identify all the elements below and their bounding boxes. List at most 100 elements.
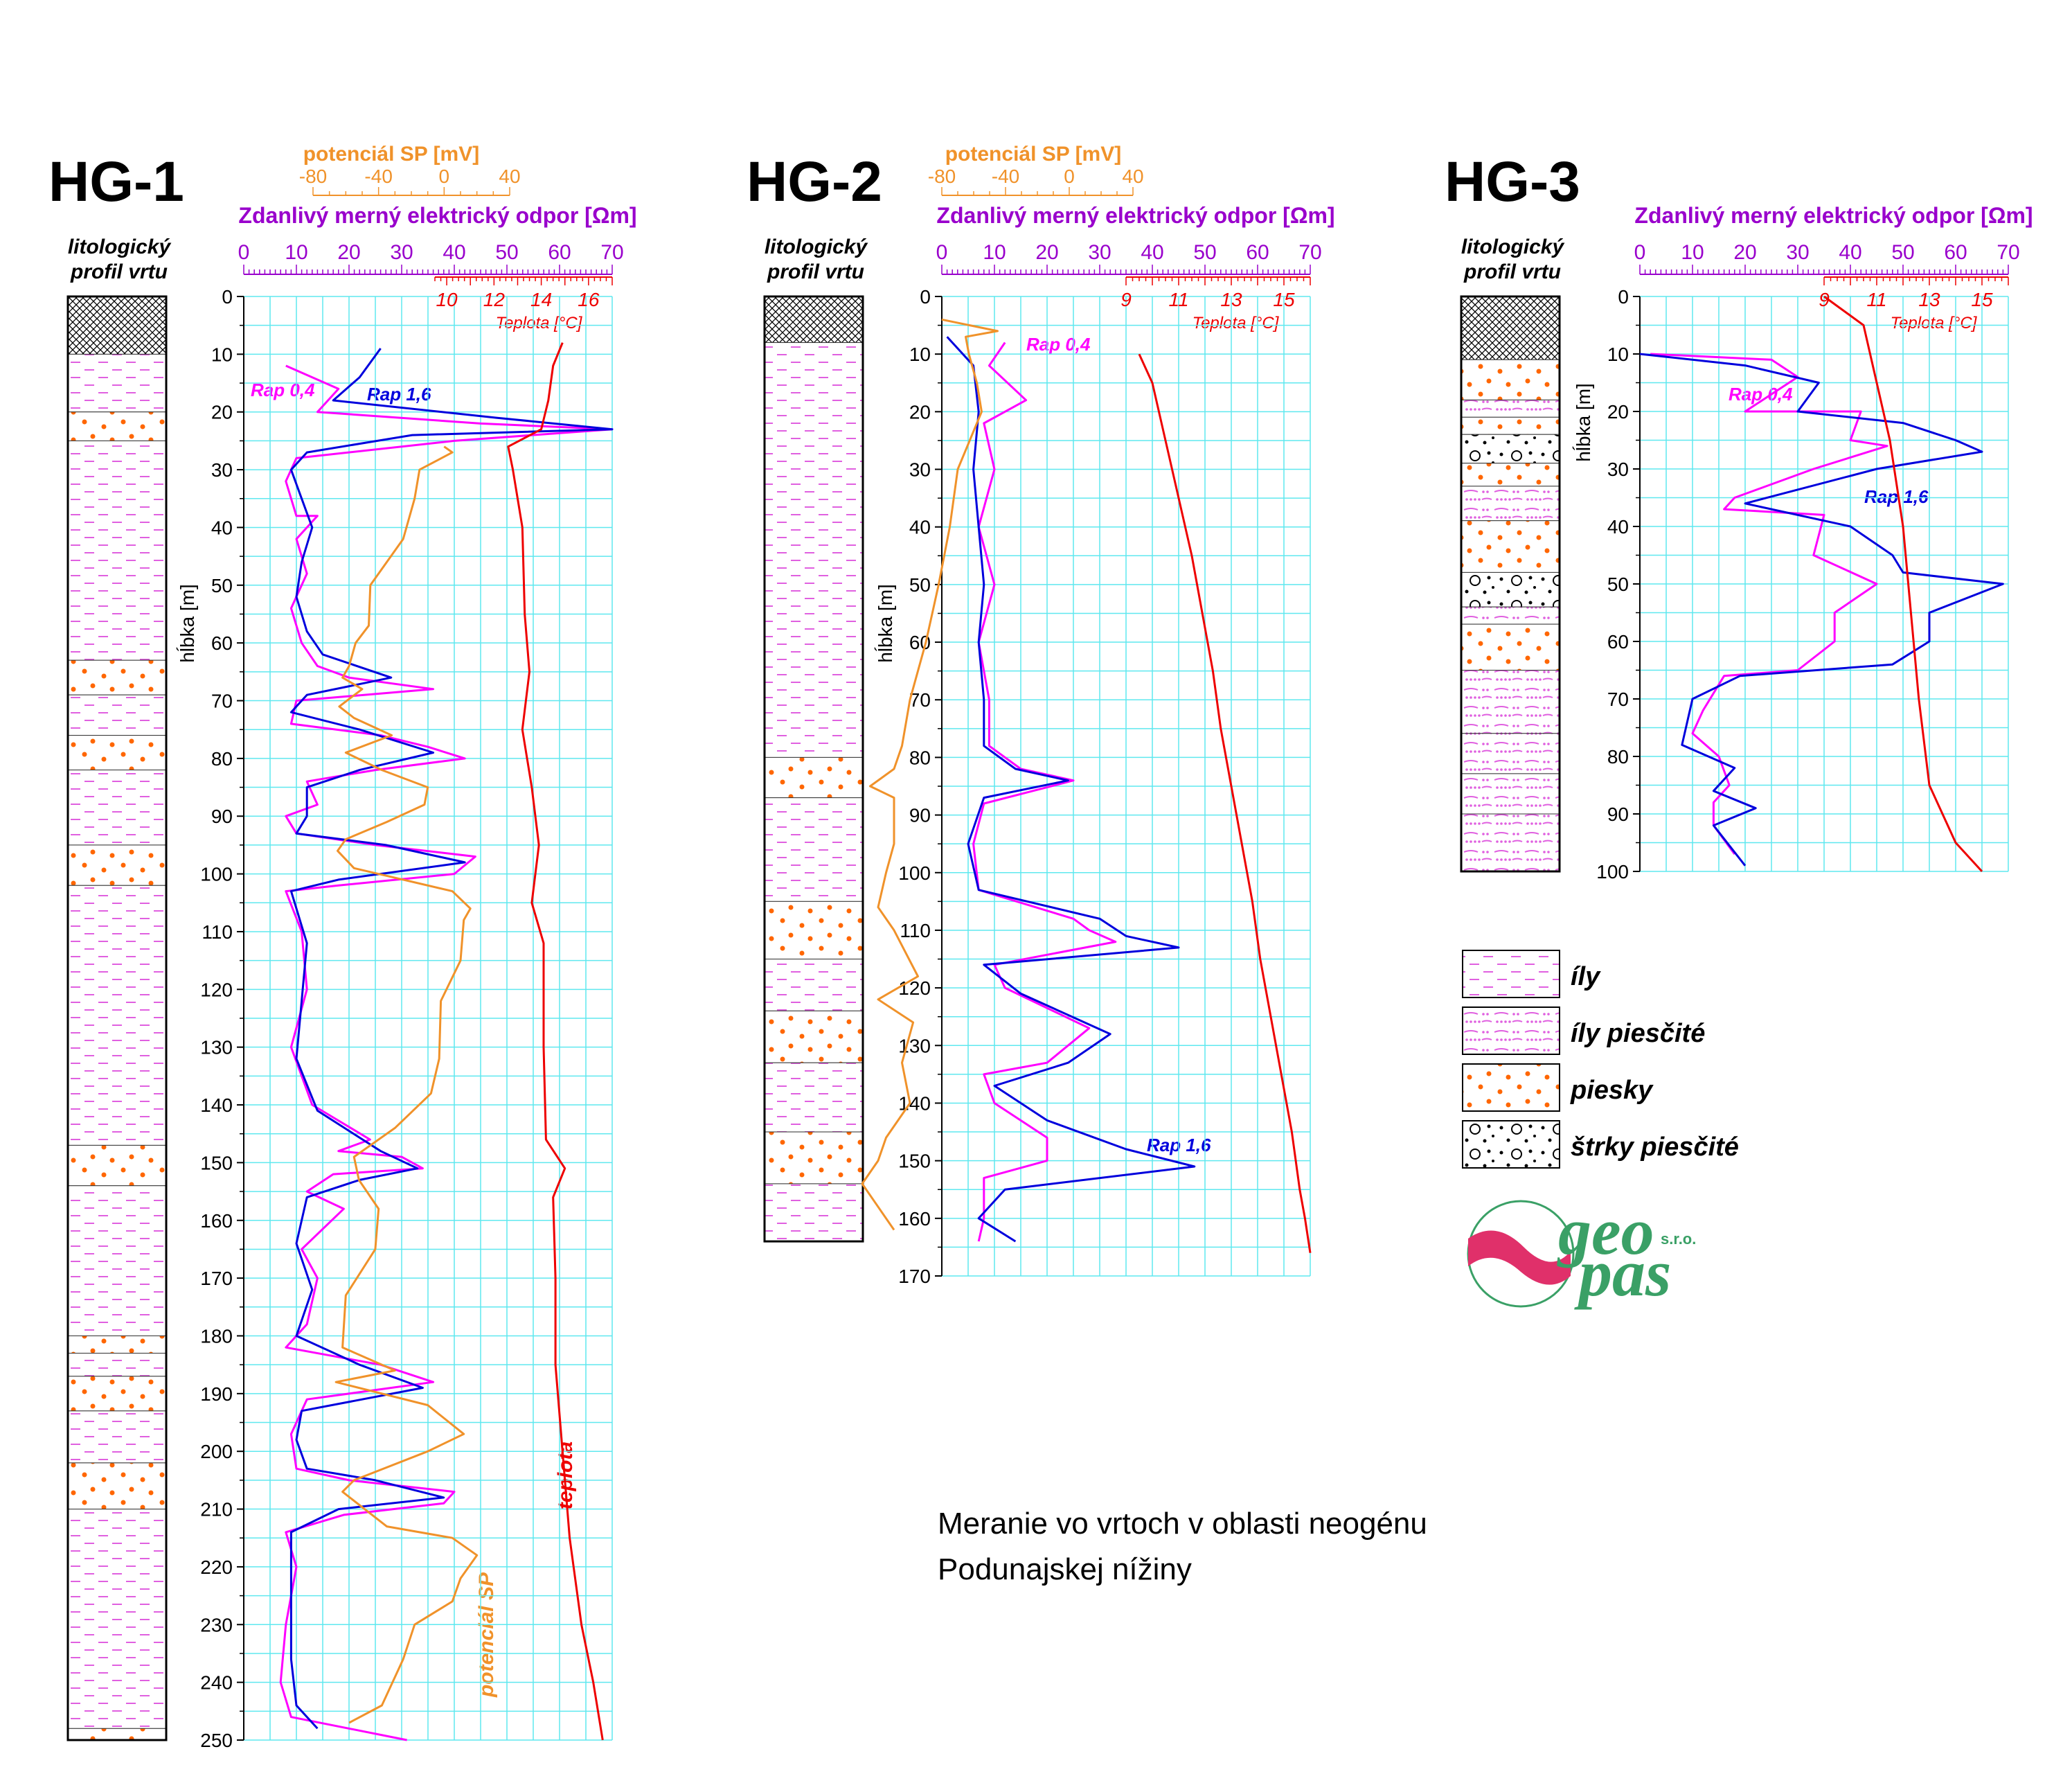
legend-label-clay: íly <box>1571 962 1601 991</box>
depth-tick-label: 140 <box>200 1094 233 1116</box>
rap04-curve <box>1650 353 1888 855</box>
rap04-label-hg2: Rap 0,4 <box>1026 334 1091 355</box>
lithology-layer-sandy_clay <box>1461 606 1560 625</box>
temp-tick-label: 16 <box>578 289 600 310</box>
lithology-layer-sandy_clay <box>1461 733 1560 774</box>
lithology-layer-sand <box>67 1462 167 1510</box>
lithology-layer-sand <box>1461 359 1560 400</box>
res-tick-label: 50 <box>1193 241 1216 264</box>
lithology-layer-sand <box>67 1728 167 1741</box>
depth-tick-label: 120 <box>200 979 233 1000</box>
lithology-layer-fill <box>1461 296 1560 360</box>
logo-text-sro: s.r.o. <box>1661 1230 1696 1248</box>
lithology-layer-sand <box>67 1144 167 1187</box>
res-tick-label: 50 <box>1891 241 1914 264</box>
res-axis-title-hg3: Zdanlivý merný elektrický odpor [Ωm] <box>1634 203 2033 228</box>
res-tick-label: 50 <box>495 241 518 264</box>
depth-tick-label: 100 <box>200 864 233 885</box>
depth-tick-label: 10 <box>1607 344 1629 365</box>
lithology-layer-clay <box>764 1062 864 1133</box>
lithology-layer-sand <box>764 1010 864 1063</box>
sp-tick-label: 40 <box>1122 166 1143 187</box>
rap16-curve <box>946 336 1196 1243</box>
depth-tick-label: 20 <box>211 402 233 423</box>
lithology-layer-clay <box>764 797 864 902</box>
well-title-hg1: HG-1 <box>48 150 184 213</box>
res-tick-label: 70 <box>600 241 623 264</box>
depth-tick-label: 70 <box>1607 689 1629 710</box>
lithology-layer-clay <box>764 1183 864 1242</box>
sp-tick-label: 40 <box>499 166 520 187</box>
depth-tick-label: 150 <box>200 1152 233 1173</box>
depth-tick-label: 150 <box>898 1151 931 1172</box>
lithology-layer-clay <box>67 1410 167 1464</box>
depth-tick-label: 100 <box>898 862 931 884</box>
depth-tick-label: 250 <box>200 1730 233 1751</box>
lithology-layer-sand <box>67 1376 167 1412</box>
depth-tick-label: 40 <box>909 517 931 538</box>
lithology-layer-sandy_clay <box>1461 813 1560 872</box>
depth-tick-label: 30 <box>909 459 931 481</box>
res-tick-label: 30 <box>390 241 413 264</box>
depth-tick-label: 20 <box>909 401 931 423</box>
depth-tick-label: 60 <box>1607 631 1629 653</box>
depth-tick-label: 30 <box>211 459 233 481</box>
chart-dynamic-layer: 0102030405060708090100110120130140150160… <box>66 166 2020 1751</box>
logo-swoosh <box>1468 1230 1571 1285</box>
depth-tick-label: 90 <box>1607 804 1629 825</box>
depth-tick-label: 170 <box>898 1266 931 1287</box>
temp-tick-label: 11 <box>1168 289 1188 310</box>
rap16-curve <box>1639 353 2004 867</box>
depth-tick-label: 100 <box>1596 861 1629 882</box>
depth-tick-label: 50 <box>1607 574 1629 595</box>
lithology-layer-sandy_clay <box>1461 670 1560 734</box>
lithology-layer-sandy_clay <box>1461 773 1560 815</box>
lithology-layer-clay <box>67 1352 167 1377</box>
lithology-layer-sand <box>764 1131 864 1185</box>
profile-label-hg3-line1: litologický <box>1461 236 1565 258</box>
sp-curve <box>334 445 479 1724</box>
depth-tick-label: 10 <box>909 344 931 365</box>
res-tick-label: 10 <box>285 241 307 264</box>
lithology-layer-sandy_clay <box>1461 486 1560 522</box>
lithology-column-frame <box>66 295 168 1741</box>
rap04-curve <box>279 364 614 1741</box>
temp-tick-label: 9 <box>1120 289 1132 310</box>
well-title-hg3: HG-3 <box>1445 150 1580 213</box>
legend-label-sandy-clay: íly piesčité <box>1571 1019 1705 1048</box>
well-panel-hg3: 0 10 20 30 40 50 60 70 80 90 100 0 10 20 30 40 50 60 70 9 11… <box>1460 241 2020 882</box>
temp-tick-label: 13 <box>1918 289 1940 310</box>
temp-tick-label: 15 <box>1273 289 1295 310</box>
legend-swatch-clay <box>1462 950 1560 998</box>
depth-tick-label: 10 <box>211 344 233 365</box>
res-tick-label: 30 <box>1088 241 1111 264</box>
lithology-layer-clay <box>764 342 864 758</box>
lithology-layer-clay <box>764 959 864 1011</box>
temp-tick-label: 11 <box>1866 289 1886 310</box>
depth-tick-label: 90 <box>211 806 233 827</box>
company-logo: geo pas s.r.o. <box>1467 1194 1696 1310</box>
lithology-layer-sand <box>1461 416 1560 435</box>
sp-tick-label: -80 <box>928 166 956 187</box>
depth-tick-label: 80 <box>211 748 233 770</box>
res-tick-label: 30 <box>1786 241 1809 264</box>
rap16-label-hg1: Rap 1,6 <box>367 384 431 405</box>
depth-tick-label: 130 <box>200 1037 233 1058</box>
lithology-layer-sand <box>1461 520 1560 573</box>
profile-label-hg2-line2: profil vrtu <box>767 260 864 283</box>
depth-tick-label: 80 <box>909 747 931 768</box>
res-tick-label: 70 <box>1298 241 1321 264</box>
res-tick-label: 40 <box>443 241 465 264</box>
temp-tick-label: 15 <box>1971 289 1993 310</box>
sp-curve <box>861 318 999 1231</box>
depth-tick-label: 110 <box>202 921 233 943</box>
depth-tick-label: 130 <box>898 1035 931 1056</box>
sp-curve-label-hg1: potenciál SP <box>475 1572 498 1698</box>
lithology-layer-clay <box>67 1509 167 1729</box>
profile-label-hg3-line2: profil vrtu <box>1463 260 1561 283</box>
lithology-layer-gravel <box>1461 434 1560 464</box>
depth-tick-label: 20 <box>1607 401 1629 423</box>
well-panel-hg1: 0102030405060708090100110120130140150160… <box>66 166 624 1751</box>
res-tick-label: 60 <box>1246 241 1269 264</box>
